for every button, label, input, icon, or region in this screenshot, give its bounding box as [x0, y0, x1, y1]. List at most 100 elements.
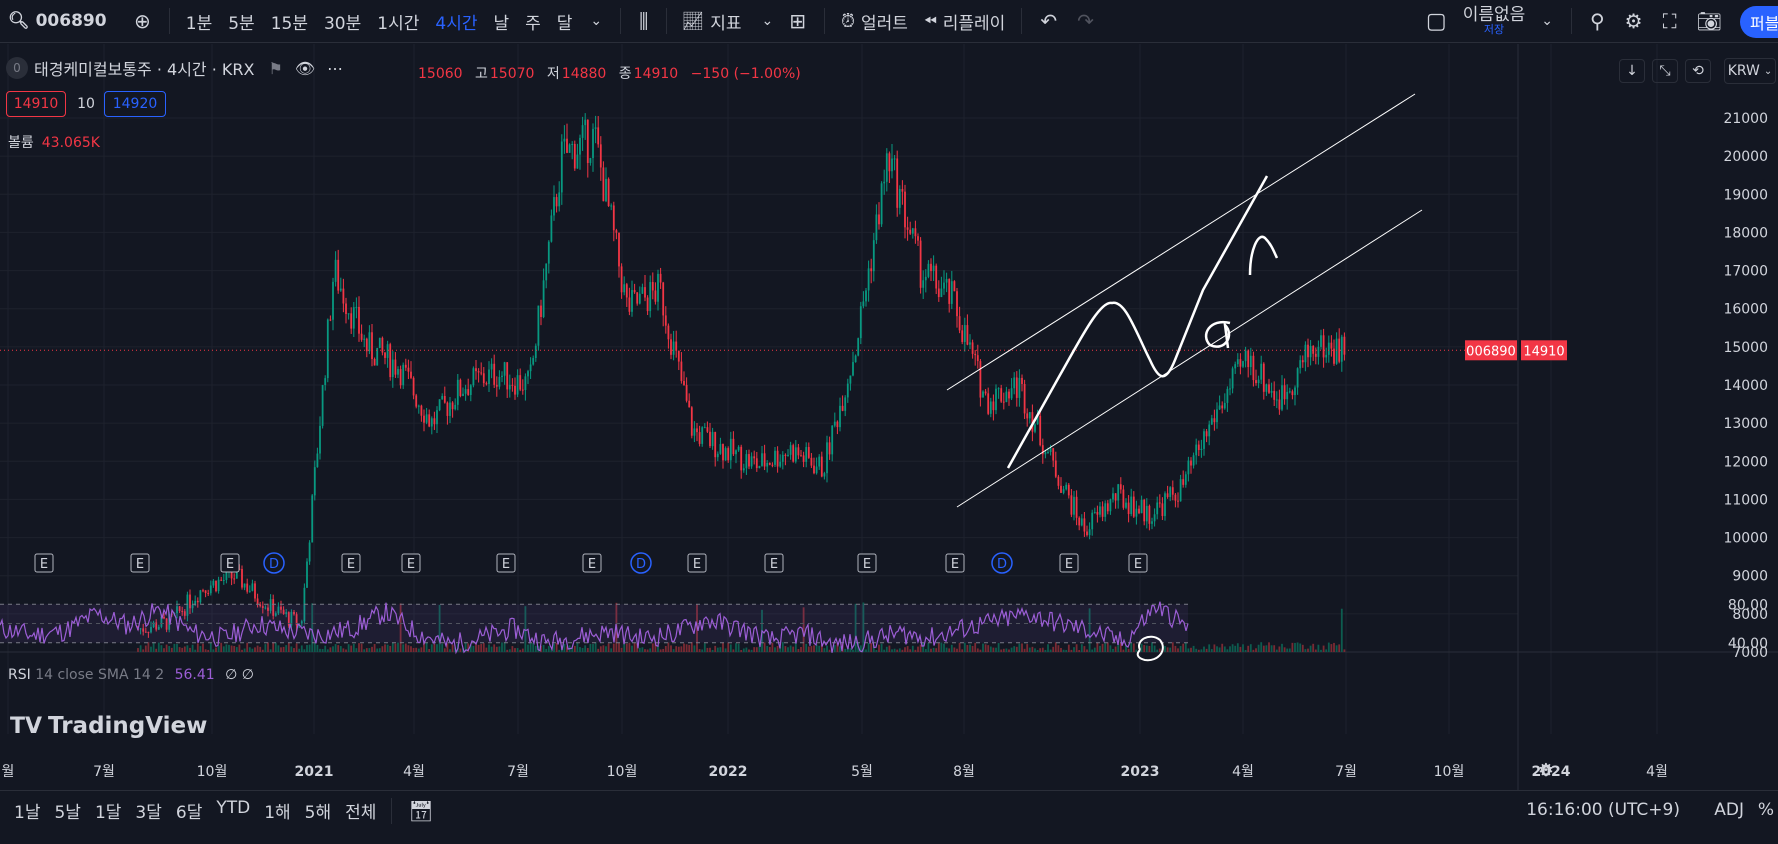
range-0[interactable]: 1날 [14, 803, 41, 823]
range-1[interactable]: 5날 [54, 803, 81, 823]
candle-body [779, 461, 782, 467]
currency-selector[interactable]: KRW ⌄ [1724, 58, 1776, 84]
interval-6[interactable]: 날 [493, 13, 510, 34]
percent-toggle[interactable]: % [1757, 800, 1774, 820]
more-icon[interactable]: ⋯ [327, 58, 344, 78]
chart-area[interactable]: 21000 20000 19000 18000 17000 16000 15000 14000… [0, 44, 1778, 790]
candle-body [1231, 368, 1234, 389]
candle-body [1221, 405, 1224, 409]
templates-icon[interactable]: ⊞ [789, 9, 806, 33]
bid-price[interactable]: 14910 [6, 91, 66, 117]
candle-body [625, 284, 628, 298]
alert-button[interactable]: ⏰︎ 얼러트 [840, 10, 908, 34]
layout-name-button[interactable]: 이름없음 저장 [1462, 5, 1526, 36]
candle-body [581, 125, 584, 138]
volume-bar [321, 649, 324, 652]
volume-bar [651, 643, 654, 652]
alarm-clock-icon: ⏰︎ [840, 10, 856, 32]
indicators-button[interactable]: 📈︎ 지표 ⌄ [681, 10, 774, 34]
eye-icon[interactable]: 👁︎ [294, 58, 316, 78]
candle-body [888, 153, 891, 172]
range-6[interactable]: 1해 [264, 803, 291, 823]
chevron-down-icon[interactable]: ⌄ [590, 13, 603, 29]
chevron-down-icon[interactable]: ⌄ [1541, 13, 1554, 29]
range-3[interactable]: 3달 [135, 803, 162, 823]
range-5[interactable]: YTD [216, 798, 251, 818]
candle-body [831, 425, 834, 455]
layout-square-icon[interactable]: ▢ [1425, 8, 1447, 34]
symbol-search[interactable]: 🔍︎ 006890 [0, 0, 124, 43]
candle-body [1130, 496, 1133, 515]
volume-bar [1054, 642, 1057, 652]
volume-bar [633, 642, 636, 652]
dividend-marker [263, 552, 285, 574]
price-tick-label: 17000 [1723, 264, 1768, 280]
candle-body [1203, 431, 1205, 449]
clock-display[interactable]: 16:16:00 (UTC+9) [1526, 800, 1680, 820]
volume-bar [391, 642, 394, 652]
candle-body [1330, 342, 1333, 349]
candle-body [1117, 484, 1120, 501]
candles-icon[interactable]: ⫼ [639, 9, 649, 33]
candle-body [1294, 387, 1296, 396]
volume-bar [1182, 643, 1185, 652]
restore-icon[interactable]: ⟲ [1685, 59, 1711, 83]
dividend-marker [630, 552, 652, 574]
collapse-icon[interactable]: ⤡ [1652, 59, 1678, 83]
gear-icon[interactable]: ⚙ [1624, 9, 1643, 33]
range-7[interactable]: 5해 [304, 803, 332, 823]
volume-bar [664, 646, 667, 652]
compare-add-icon[interactable]: ⊕ [134, 9, 151, 33]
scroll-down-icon[interactable]: ↓ [1619, 59, 1645, 83]
candle-body [488, 369, 490, 384]
publish-button[interactable]: 퍼블 [1740, 6, 1778, 38]
adj-toggle[interactable]: ADJ [1714, 800, 1744, 820]
quick-search-icon[interactable]: ⚲ [1590, 9, 1605, 33]
interval-7[interactable]: 주 [525, 13, 541, 34]
interval-3[interactable]: 30분 [323, 13, 362, 34]
volume-bar [451, 644, 454, 652]
earnings-marker-label: E [347, 557, 355, 572]
volume-bar [625, 643, 628, 652]
candle-body [948, 279, 951, 304]
price-chart[interactable]: 21000 20000 19000 18000 17000 16000 15000 14000… [0, 44, 1778, 790]
interval-0[interactable]: 1분 [185, 13, 213, 34]
ask-price[interactable]: 14920 [104, 91, 166, 117]
candle-body [579, 137, 581, 155]
volume-bar [748, 649, 750, 652]
replay-button[interactable]: ⏪︎ 리플레이 [923, 11, 1006, 34]
current-price-tag-label: 14910 [1523, 344, 1564, 359]
date-range-icon[interactable]: 📅︎ [408, 798, 434, 823]
volume-bar [974, 642, 977, 652]
candle-body [724, 448, 727, 461]
interval-1[interactable]: 5분 [228, 13, 255, 34]
range-4[interactable]: 6달 [175, 803, 203, 823]
candle-body [222, 579, 225, 581]
interval-8[interactable]: 달 [556, 13, 573, 34]
range-2[interactable]: 1달 [94, 803, 122, 823]
fullscreen-icon[interactable]: ⛶ [1662, 9, 1677, 33]
flag-icon[interactable]: ⚑ [268, 58, 283, 78]
interval-2[interactable]: 15분 [270, 13, 308, 34]
interval-5[interactable]: 4시간 [435, 13, 478, 34]
interval-4[interactable]: 1시간 [377, 13, 420, 34]
rsi-pane: 80.00 40.00 [0, 597, 1768, 662]
candle-body [1000, 388, 1003, 402]
redo-icon[interactable]: ↷ [1077, 9, 1094, 33]
candle-body [878, 214, 880, 225]
undo-icon[interactable]: ↶ [1040, 9, 1058, 33]
volume-bar [683, 643, 685, 652]
legend-title[interactable]: 태경케미컬보통주 · 4시간 · KRX [34, 60, 255, 79]
volume-bar [1041, 647, 1044, 652]
volume-bar [319, 648, 321, 652]
volume-bar [976, 648, 979, 652]
volume-bar [1083, 646, 1086, 652]
volume-bar [402, 644, 405, 652]
volume-bar [1010, 647, 1013, 652]
volume-bar [1187, 648, 1190, 652]
candle-body [285, 612, 288, 615]
volume-bar [220, 642, 223, 652]
camera-icon[interactable]: 📷︎ [1696, 9, 1722, 33]
range-8[interactable]: 전체 [345, 803, 377, 823]
volume-bar [394, 643, 397, 652]
